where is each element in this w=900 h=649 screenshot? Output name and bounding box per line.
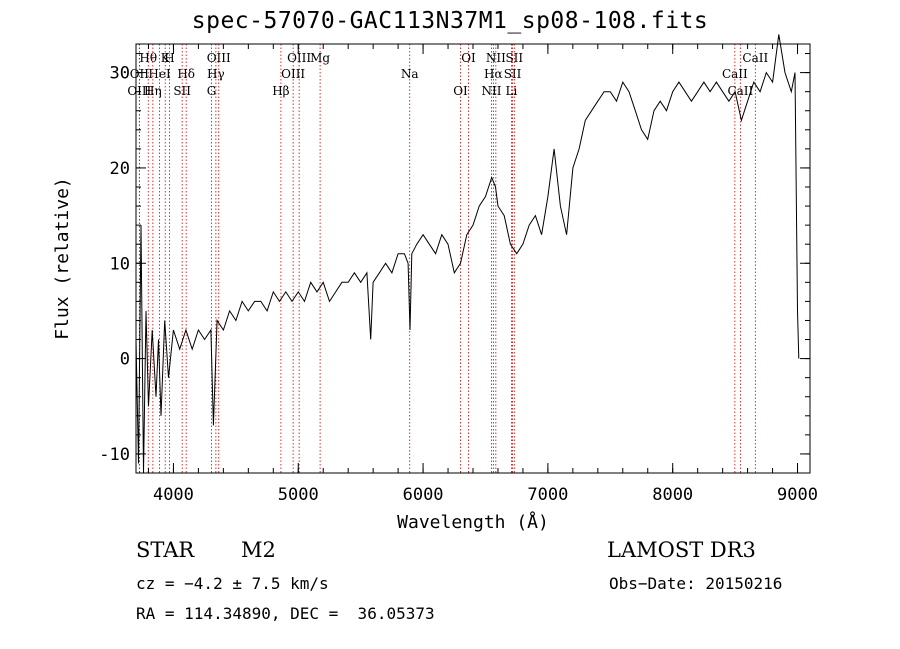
y-tick-label: 10 [110,254,130,274]
x-tick-label: 7000 [527,485,568,505]
spectral-line-label: OIII [207,51,231,65]
spectral-line-label: SII [173,84,191,98]
spectral-line-label: Hδ [177,67,195,81]
x-tick-label: 5000 [278,485,319,505]
spectral-line-label: Hβ [272,84,289,98]
spectral-line-label: G [207,84,217,98]
spectral-line-label: Hγ [207,67,225,81]
y-tick-label: 20 [110,159,130,179]
spectrum-series-line [135,34,800,474]
spectral-line-label: NII [486,51,506,65]
y-tick-label: -10 [99,445,130,465]
spectral-line-label: SII [505,51,523,65]
object-subclass: M2 [241,538,276,562]
spectral-line-label: Hα [484,67,503,81]
x-tick-label: 9000 [777,485,818,505]
x-axis-label: Wavelength (Å) [397,511,549,533]
spectral-line-label: H [164,51,174,65]
y-axis-label: Flux (relative) [52,177,73,340]
coordinates: RA = 114.34890, DEC = 36.05373 [136,604,435,623]
spectral-line-label: Hη [144,84,162,98]
spectral-line-label: OI [461,51,476,65]
spectral-line-label: OII [130,67,150,81]
spectral-line-label: CaII [727,84,753,98]
spectral-line-label: OIII [287,51,311,65]
redshift-velocity: cz = −4.2 ± 7.5 km/s [136,574,329,593]
plot-frame [135,43,811,474]
x-tick-label: 6000 [403,485,444,505]
object-class: STAR [136,538,195,562]
spectral-line-label: NII [481,84,501,98]
observation-date: Obs−Date: 20150216 [609,574,783,593]
y-tick-label: 30 [110,64,130,84]
chart-title: spec-57070-GAC113N37M1_sp08-108.fits [191,8,709,34]
spectral-line-label: CaII [722,67,748,81]
x-tick-label: 8000 [652,485,693,505]
y-tick-label: 0 [120,350,130,370]
spectral-line-label: HeI [148,67,171,81]
spectral-line-label: OIII [281,67,305,81]
spectral-line-label: SII [504,67,522,81]
x-tick-label: 4000 [153,485,194,505]
spectral-line-label: CaII [742,51,768,65]
survey-name: LAMOST DR3 [607,538,756,562]
spectral-line-label: Hθ [139,51,157,65]
spectral-line-label: OIII [127,84,151,98]
spectral-line-label: Na [401,67,419,81]
spectral-line-label: Li [506,84,518,98]
spectral-line-label: K [161,51,171,65]
spectral-line-label: Mg [310,51,330,65]
spectral-line-label: OI [453,84,468,98]
